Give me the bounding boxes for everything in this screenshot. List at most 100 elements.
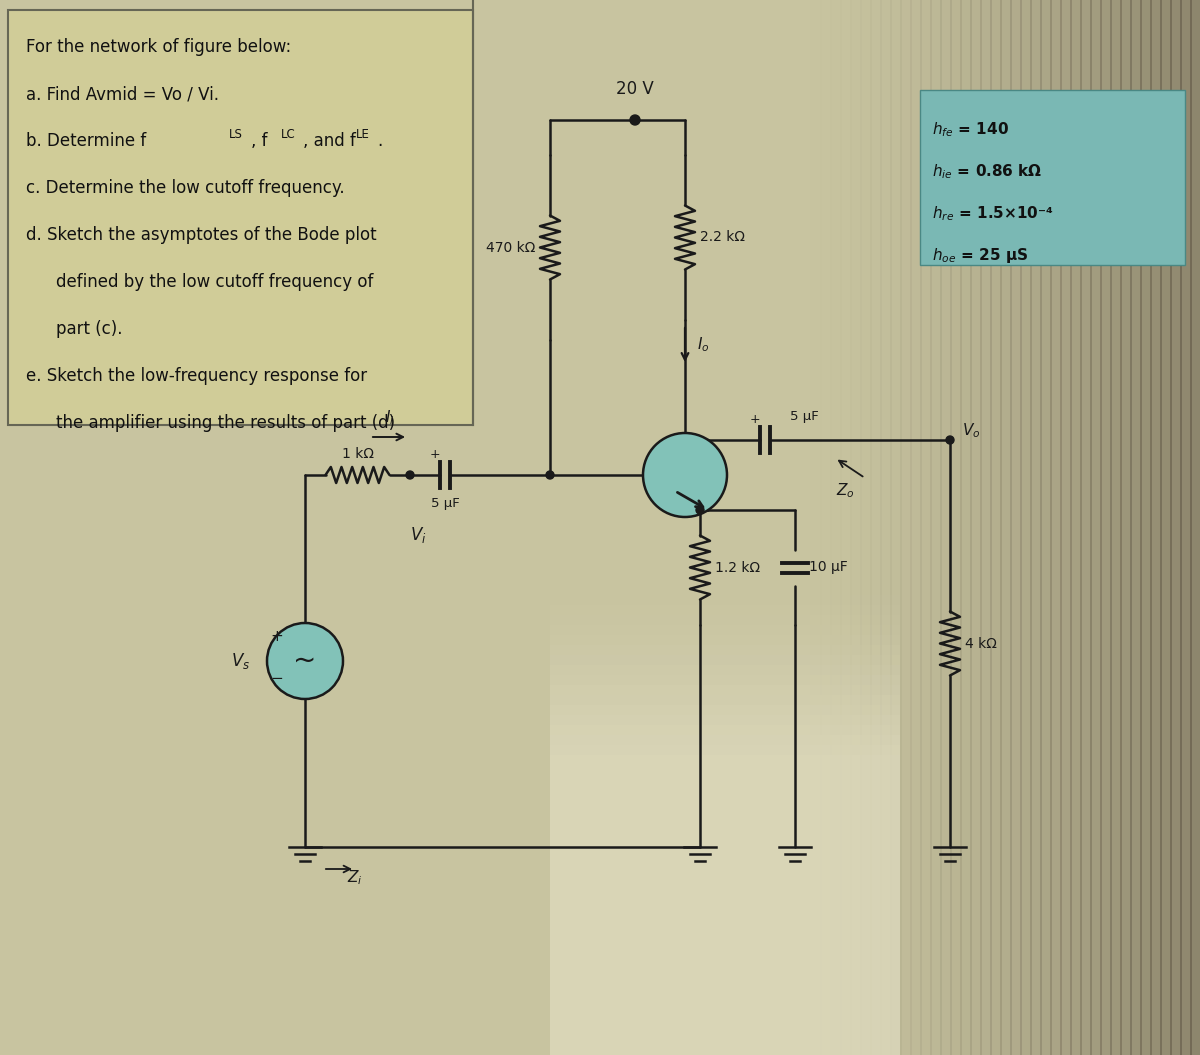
Text: 5 μF: 5 μF bbox=[431, 497, 460, 510]
Bar bbox=[820, 0, 832, 1055]
Bar bbox=[1120, 0, 1132, 1055]
Bar bbox=[1020, 0, 1032, 1055]
Bar bbox=[800, 0, 812, 1055]
Text: 20 V: 20 V bbox=[616, 80, 654, 98]
Bar bbox=[1170, 0, 1182, 1055]
Text: LE: LE bbox=[356, 128, 370, 141]
Bar bbox=[1150, 0, 1162, 1055]
Text: e. Sketch the low-frequency response for: e. Sketch the low-frequency response for bbox=[26, 367, 367, 385]
Bar bbox=[1180, 0, 1192, 1055]
Bar bbox=[1070, 0, 1082, 1055]
Bar bbox=[550, 575, 900, 1055]
Text: part (c).: part (c). bbox=[56, 320, 122, 338]
Circle shape bbox=[406, 471, 414, 479]
Bar bbox=[910, 0, 922, 1055]
Text: , f: , f bbox=[251, 132, 268, 150]
Bar bbox=[1130, 0, 1142, 1055]
Text: For the network of figure below:: For the network of figure below: bbox=[26, 38, 292, 56]
Text: c. Determine the low cutoff frequency.: c. Determine the low cutoff frequency. bbox=[26, 179, 344, 197]
Text: d. Sketch the asymptotes of the Bode plot: d. Sketch the asymptotes of the Bode plo… bbox=[26, 226, 377, 244]
Bar bbox=[550, 565, 900, 1055]
Text: $V_o$: $V_o$ bbox=[962, 421, 980, 440]
Text: $I_i$: $I_i$ bbox=[385, 408, 395, 427]
Bar bbox=[1110, 0, 1122, 1055]
Circle shape bbox=[946, 436, 954, 444]
Bar bbox=[1010, 0, 1022, 1055]
Bar bbox=[550, 675, 900, 1055]
Bar bbox=[980, 0, 992, 1055]
Bar bbox=[550, 685, 900, 1055]
Text: defined by the low cutoff frequency of: defined by the low cutoff frequency of bbox=[56, 273, 373, 291]
Text: $V_i$: $V_i$ bbox=[409, 525, 426, 545]
Circle shape bbox=[546, 471, 554, 479]
Bar bbox=[550, 615, 900, 1055]
Bar bbox=[550, 665, 900, 1055]
Bar bbox=[960, 0, 972, 1055]
Bar bbox=[1090, 0, 1102, 1055]
Circle shape bbox=[268, 624, 343, 699]
Text: $Z_i$: $Z_i$ bbox=[347, 868, 362, 886]
Text: $V_s$: $V_s$ bbox=[230, 651, 250, 671]
Bar bbox=[1040, 0, 1052, 1055]
Bar bbox=[550, 625, 900, 1055]
Circle shape bbox=[630, 115, 640, 124]
Text: 470 kΩ: 470 kΩ bbox=[486, 241, 535, 254]
Bar bbox=[880, 0, 892, 1055]
Bar bbox=[550, 605, 900, 1055]
Bar bbox=[550, 595, 900, 1055]
Bar bbox=[550, 586, 900, 1055]
Text: , and f: , and f bbox=[302, 132, 356, 150]
Bar bbox=[830, 0, 842, 1055]
Bar bbox=[550, 725, 900, 1055]
Circle shape bbox=[696, 506, 704, 514]
Bar bbox=[550, 655, 900, 1055]
Bar bbox=[990, 0, 1002, 1055]
Bar bbox=[550, 695, 900, 1055]
Text: ~: ~ bbox=[293, 647, 317, 675]
Bar bbox=[850, 0, 862, 1055]
Text: $I_o$: $I_o$ bbox=[697, 335, 709, 354]
Bar bbox=[970, 0, 982, 1055]
Bar bbox=[940, 0, 952, 1055]
Text: +: + bbox=[430, 448, 440, 461]
Bar bbox=[550, 735, 900, 1055]
Bar bbox=[930, 0, 942, 1055]
Bar bbox=[860, 0, 872, 1055]
Text: 1.2 kΩ: 1.2 kΩ bbox=[715, 560, 760, 575]
Bar bbox=[870, 0, 882, 1055]
Bar bbox=[550, 745, 900, 1055]
Circle shape bbox=[643, 433, 727, 517]
Text: +: + bbox=[750, 413, 761, 426]
Text: a. Find Avmid = Vo / Vi.: a. Find Avmid = Vo / Vi. bbox=[26, 85, 220, 103]
Text: LS: LS bbox=[229, 128, 242, 141]
Bar bbox=[1140, 0, 1152, 1055]
Bar bbox=[1080, 0, 1092, 1055]
Bar bbox=[550, 715, 900, 1055]
Text: 1 kΩ: 1 kΩ bbox=[342, 447, 373, 461]
Text: .: . bbox=[377, 132, 383, 150]
Bar bbox=[1060, 0, 1072, 1055]
Bar bbox=[900, 0, 912, 1055]
FancyBboxPatch shape bbox=[920, 90, 1186, 265]
Bar bbox=[550, 635, 900, 1055]
Text: 10 μF: 10 μF bbox=[809, 560, 847, 575]
Bar bbox=[1190, 0, 1200, 1055]
Bar bbox=[550, 705, 900, 1055]
Text: $Z_o$: $Z_o$ bbox=[835, 481, 854, 500]
Bar bbox=[840, 0, 852, 1055]
Bar bbox=[1050, 0, 1062, 1055]
Bar bbox=[920, 0, 932, 1055]
Bar bbox=[950, 0, 962, 1055]
Bar bbox=[1160, 0, 1172, 1055]
Bar bbox=[1000, 0, 1012, 1055]
Text: LC: LC bbox=[281, 128, 295, 141]
FancyBboxPatch shape bbox=[8, 9, 473, 425]
Text: the amplifier using the results of part (d): the amplifier using the results of part … bbox=[56, 414, 395, 431]
Bar bbox=[1030, 0, 1042, 1055]
Text: $h_{oe}$ = 25 μS: $h_{oe}$ = 25 μS bbox=[932, 246, 1028, 265]
Bar bbox=[1100, 0, 1112, 1055]
Bar bbox=[890, 0, 902, 1055]
Bar bbox=[550, 645, 900, 1055]
Text: 4 kΩ: 4 kΩ bbox=[965, 636, 997, 651]
Text: 2.2 kΩ: 2.2 kΩ bbox=[700, 230, 745, 245]
